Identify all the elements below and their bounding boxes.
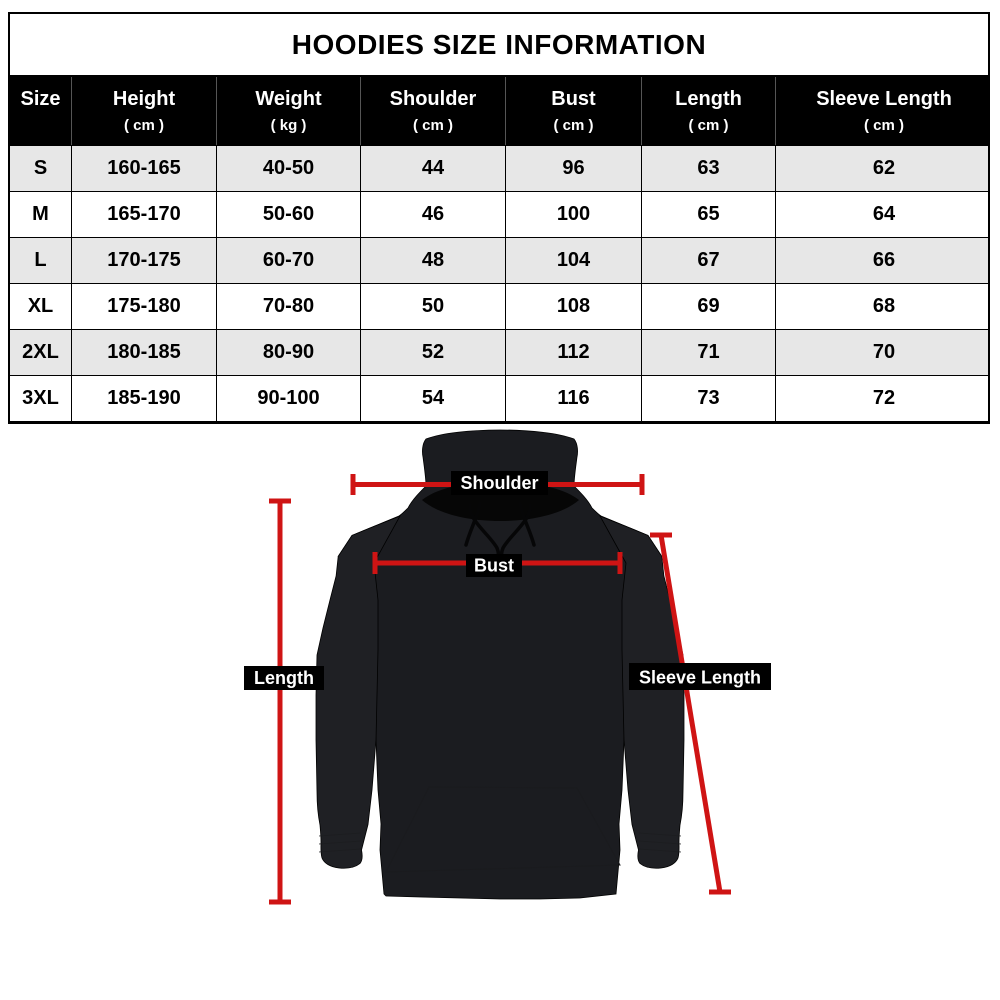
svg-text:Sleeve Length: Sleeve Length xyxy=(639,668,761,688)
svg-text:Length: Length xyxy=(254,668,314,688)
svg-text:Shoulder: Shoulder xyxy=(460,473,538,493)
svg-text:Bust: Bust xyxy=(474,556,514,576)
